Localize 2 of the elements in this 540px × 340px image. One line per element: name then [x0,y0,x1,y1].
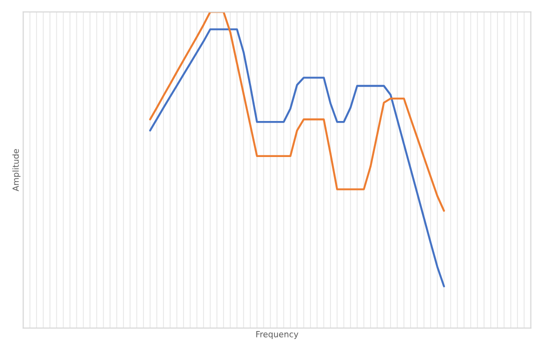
x-axis-title: Frequency [256,331,298,339]
y-axis-title: Amplitude [12,149,20,192]
